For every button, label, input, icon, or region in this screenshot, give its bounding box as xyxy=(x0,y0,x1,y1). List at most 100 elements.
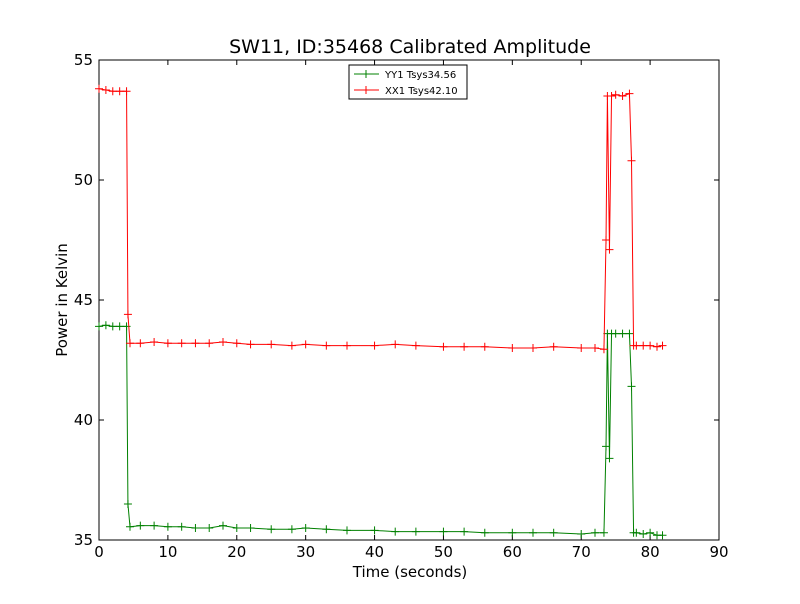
data-point xyxy=(322,525,331,534)
data-point xyxy=(287,341,296,350)
data-point xyxy=(602,442,611,451)
data-point xyxy=(219,521,227,530)
data-point xyxy=(411,341,420,350)
y-tick-label: 55 xyxy=(74,51,93,69)
data-point xyxy=(646,341,655,350)
data-point xyxy=(115,322,124,331)
series-1 xyxy=(95,321,667,540)
x-tick-label: 50 xyxy=(434,543,453,561)
data-point xyxy=(150,521,159,530)
data-point xyxy=(232,339,241,348)
series-layer xyxy=(95,84,667,540)
data-point xyxy=(163,339,172,348)
data-point xyxy=(611,329,620,338)
data-point xyxy=(267,340,276,349)
data-point xyxy=(627,382,636,391)
data-point xyxy=(267,525,276,534)
data-point xyxy=(177,339,186,348)
data-point xyxy=(95,84,103,93)
y-axis-ticks: 35 40 45 50 55 xyxy=(74,51,719,549)
data-point xyxy=(101,86,110,94)
y-tick-label: 35 xyxy=(74,531,93,549)
data-point xyxy=(108,87,117,96)
data-point xyxy=(439,342,448,351)
data-point xyxy=(411,527,420,536)
data-point xyxy=(108,322,117,331)
data-point xyxy=(191,339,200,348)
data-point xyxy=(618,92,627,100)
legend-box xyxy=(348,64,468,100)
data-point xyxy=(370,526,379,535)
data-point xyxy=(632,341,641,350)
data-point xyxy=(618,329,627,338)
data-point xyxy=(607,92,616,100)
data-point xyxy=(591,528,599,537)
data-point xyxy=(219,338,227,346)
data-point xyxy=(287,525,296,534)
data-point xyxy=(611,90,620,99)
data-point xyxy=(625,329,634,338)
data-point xyxy=(480,528,489,537)
data-point xyxy=(625,89,634,98)
chart-title: SW11, ID:35468 Calibrated Amplitude xyxy=(229,36,591,58)
y-tick-label: 50 xyxy=(74,171,93,189)
data-point xyxy=(191,524,200,532)
data-point xyxy=(123,500,132,508)
data-point xyxy=(126,339,134,348)
data-point xyxy=(150,338,159,346)
legend: YY1 Tsys34.56 XX1 Tsys42.10 xyxy=(348,64,468,100)
data-point xyxy=(632,528,641,537)
x-tick-label: 30 xyxy=(296,543,315,561)
data-point xyxy=(599,345,608,354)
data-point xyxy=(508,528,517,537)
data-point xyxy=(549,528,558,537)
data-point xyxy=(123,310,132,319)
y-tick-label: 40 xyxy=(74,411,93,429)
series-line xyxy=(98,324,663,536)
legend-label: XX1 Tsys42.10 xyxy=(385,86,458,97)
data-point xyxy=(529,344,537,352)
data-point xyxy=(460,342,469,351)
data-point xyxy=(301,524,310,532)
data-point xyxy=(246,524,255,532)
x-tick-label: 80 xyxy=(641,543,660,561)
data-point xyxy=(205,524,214,532)
data-point xyxy=(391,527,400,536)
data-point xyxy=(136,521,145,530)
data-point xyxy=(163,522,172,531)
data-point xyxy=(439,527,448,536)
y-tick-label: 45 xyxy=(74,291,93,309)
x-tick-label: 60 xyxy=(503,543,522,561)
x-axis-label: Time (seconds) xyxy=(352,563,468,581)
legend-marker xyxy=(362,86,370,94)
data-point xyxy=(627,156,636,165)
data-point xyxy=(95,322,103,331)
data-point xyxy=(658,341,667,350)
data-point xyxy=(136,339,145,348)
data-point xyxy=(177,522,186,531)
x-tick-label: 40 xyxy=(365,543,384,561)
data-point xyxy=(577,530,586,538)
y-axis-label: Power in Kelvin xyxy=(53,243,71,357)
data-point xyxy=(605,454,614,463)
data-point xyxy=(639,341,648,350)
data-point xyxy=(529,528,537,537)
x-tick-label: 20 xyxy=(227,543,246,561)
data-point xyxy=(508,344,517,352)
data-point xyxy=(605,245,614,254)
data-point xyxy=(599,528,608,537)
x-tick-label: 10 xyxy=(158,543,177,561)
data-point xyxy=(549,342,558,351)
data-point xyxy=(126,522,134,531)
data-point xyxy=(460,527,469,536)
data-point xyxy=(391,340,400,349)
legend-marker xyxy=(362,70,370,78)
data-point xyxy=(639,530,648,538)
data-point xyxy=(343,341,351,350)
plot-frame xyxy=(98,59,720,541)
data-point xyxy=(322,341,331,350)
series-2 xyxy=(95,84,667,354)
data-point xyxy=(205,339,214,348)
data-point xyxy=(658,531,667,540)
